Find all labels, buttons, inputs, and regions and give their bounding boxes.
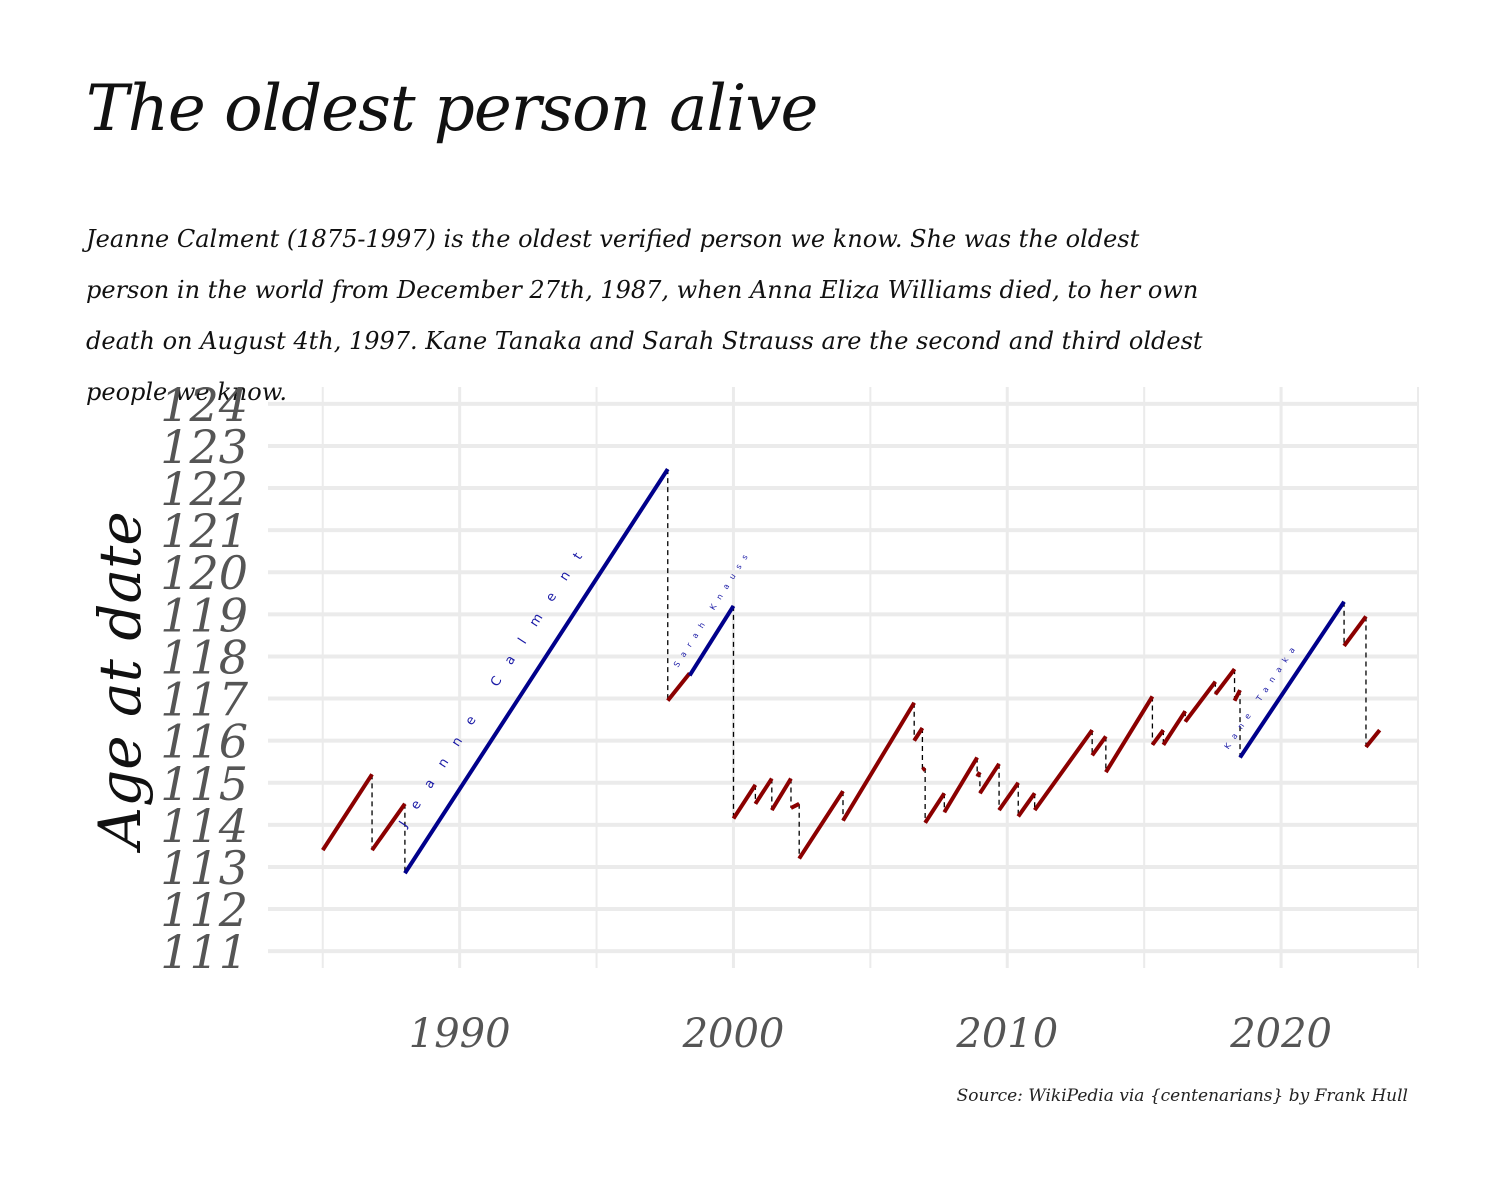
x-tick-labels: 1990 2000 2010 2020 xyxy=(409,1011,1332,1057)
age-segment xyxy=(841,701,916,822)
y-tick-label: 118 xyxy=(160,630,248,684)
age-segment xyxy=(1183,680,1217,723)
y-axis-title: Age at date xyxy=(86,511,154,853)
age-segment xyxy=(1104,695,1155,774)
age-segment xyxy=(1033,728,1094,812)
highlight-segment xyxy=(403,468,670,875)
x-tick-label: 2000 xyxy=(682,1011,785,1057)
y-tick-label: 123 xyxy=(160,420,248,474)
y-tick-label: 113 xyxy=(160,841,248,895)
y-tick-label: 114 xyxy=(160,799,248,853)
age-segment xyxy=(770,777,793,812)
age-segment xyxy=(790,802,801,810)
grid-major xyxy=(268,387,1418,968)
age-segment xyxy=(1342,615,1368,648)
y-tick-label: 119 xyxy=(160,588,248,642)
age-segment xyxy=(921,766,927,772)
y-tick-label: 112 xyxy=(160,883,248,937)
x-tick-label: 2020 xyxy=(1229,1011,1332,1057)
age-segment xyxy=(797,790,845,860)
y-tick-label: 111 xyxy=(160,925,248,979)
age-segment xyxy=(975,771,982,778)
age-segment xyxy=(370,802,407,852)
age-segment xyxy=(1213,667,1237,696)
age-segment xyxy=(997,781,1020,812)
age-segment xyxy=(321,773,374,852)
age-segment xyxy=(978,762,1001,795)
y-tick-label: 124 xyxy=(160,378,248,432)
source-caption: Source: WikiPedia via {centenarians} by … xyxy=(956,1086,1408,1106)
y-tick-label: 115 xyxy=(160,757,248,811)
grid-minor xyxy=(321,387,1419,968)
y-tick-label: 117 xyxy=(160,673,249,727)
x-tick-label: 1990 xyxy=(409,1011,511,1057)
age-segment xyxy=(666,672,692,702)
y-tick-labels: 1111121131141151161171181191201211221231… xyxy=(160,378,249,979)
age-segment xyxy=(1161,710,1187,746)
age-segment xyxy=(731,783,758,820)
y-tick-label: 120 xyxy=(160,546,248,600)
y-tick-label: 116 xyxy=(160,715,248,769)
x-tick-label: 2010 xyxy=(955,1011,1058,1057)
highlight-segment xyxy=(1238,600,1346,759)
series-name-label: Sarah Knauss xyxy=(672,547,753,669)
age-segment xyxy=(912,726,925,742)
chart-subtitle: Jeanne Calment (1875-1997) is the oldest… xyxy=(86,225,1203,406)
age-segment xyxy=(923,792,946,824)
age-segment xyxy=(1232,689,1242,702)
age-segments xyxy=(321,468,1382,875)
age-segment xyxy=(1364,728,1382,749)
age-segment xyxy=(1090,735,1108,757)
y-tick-label: 121 xyxy=(160,504,248,558)
age-segment xyxy=(753,777,774,805)
age-segment xyxy=(1016,792,1037,818)
age-segment xyxy=(1150,728,1165,747)
series-name-label: Jeanne Calment xyxy=(396,536,595,831)
highlight-segment xyxy=(687,604,736,677)
chart-title: The oldest person alive xyxy=(86,72,818,146)
y-tick-label: 122 xyxy=(160,462,248,516)
age-segment xyxy=(942,756,979,814)
